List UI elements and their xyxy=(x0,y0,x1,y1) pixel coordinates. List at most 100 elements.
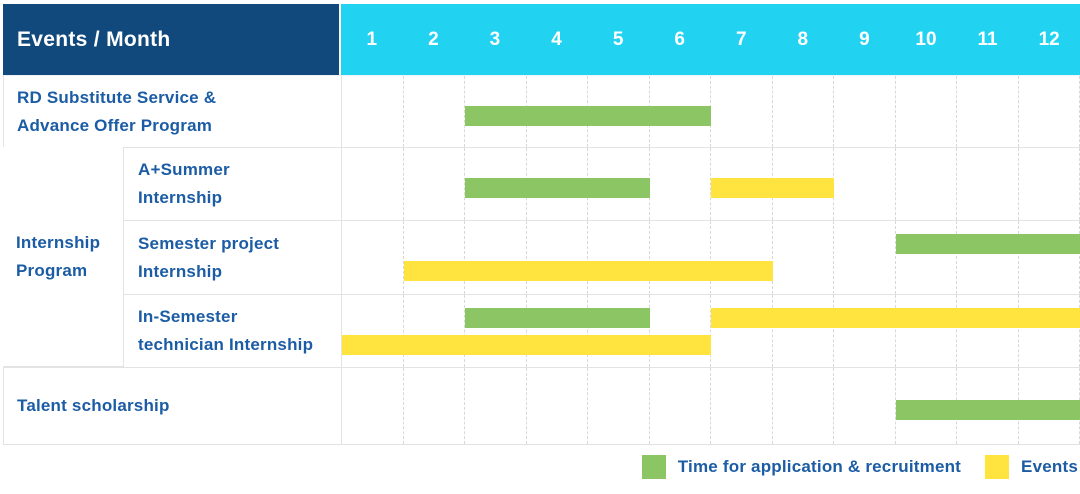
row-label-line: Talent scholarship xyxy=(17,396,170,415)
month-gridline-column xyxy=(342,76,404,147)
month-gridline-column xyxy=(1019,221,1080,294)
month-gridline-column xyxy=(834,148,896,220)
month-gridline-column xyxy=(896,295,957,367)
legend-label: Time for application & recruitment xyxy=(677,457,962,476)
month-gridline-column xyxy=(834,76,896,147)
event-bar xyxy=(711,308,1080,328)
month-gridline-column xyxy=(342,368,404,444)
month-gridline-column xyxy=(404,368,465,444)
legend-item-application: Time for application & recruitment xyxy=(641,455,962,479)
row-label-line: In-Semester xyxy=(138,307,238,326)
application-recruitment-bar xyxy=(895,400,1080,420)
month-gridline-column xyxy=(650,221,711,294)
month-gridline-column xyxy=(957,295,1019,367)
month-gridline-column xyxy=(711,76,773,147)
event-bar xyxy=(711,178,834,198)
month-gridline-column xyxy=(404,76,465,147)
month-gridline-column xyxy=(1019,76,1080,147)
month-gridline-column xyxy=(834,295,896,367)
month-gridline-column xyxy=(342,221,404,294)
month-gridline-column xyxy=(588,368,650,444)
row-chart xyxy=(341,295,1080,367)
month-label: 6 xyxy=(674,28,685,50)
application-recruitment-bar xyxy=(465,178,650,198)
month-gridline-column xyxy=(1019,148,1080,220)
header-title-cell: Events / Month xyxy=(3,4,339,75)
month-label: 3 xyxy=(489,28,501,50)
month-gridline-column xyxy=(342,148,404,220)
month-gridline-column xyxy=(773,76,834,147)
row-chart xyxy=(341,368,1080,444)
gantt-row: Semester project Internship xyxy=(4,221,1080,295)
month-gridline-column xyxy=(588,221,650,294)
row-chart xyxy=(341,221,1080,294)
month-gridline-column xyxy=(588,295,650,367)
month-label: 5 xyxy=(612,28,624,50)
group-cell-internship-program: Internship Program xyxy=(3,147,124,367)
row-label: A+Summer Internship xyxy=(125,148,341,220)
month-gridline-column xyxy=(342,295,404,367)
month-label: 4 xyxy=(551,28,562,50)
row-label: In-Semester technician Internship xyxy=(125,295,341,367)
month-gridline-column xyxy=(711,368,773,444)
page-title: Events / Month xyxy=(17,27,171,51)
legend-item-events: Events xyxy=(985,455,1078,479)
month-gridline-column xyxy=(1019,295,1080,367)
application-recruitment-bar xyxy=(465,308,650,328)
row-label-line: RD Substitute Service & xyxy=(17,87,217,107)
table-header: Events / Month 1 2 3 4 5 6 7 8 9 10 11 12 xyxy=(3,4,1080,75)
month-gridline-column xyxy=(896,221,957,294)
legend: Time for application & recruitment Event… xyxy=(641,455,1078,479)
group-label-line: Internship xyxy=(16,232,101,252)
event-bar xyxy=(403,261,773,281)
month-label: 10 xyxy=(915,28,937,50)
row-label-line: technician Internship xyxy=(138,335,314,354)
month-label: 2 xyxy=(428,28,439,50)
month-gridline-column xyxy=(650,148,711,220)
application-recruitment-swatch-icon xyxy=(641,455,666,479)
row-label: RD Substitute Service & Advance Offer Pro… xyxy=(4,76,341,147)
month-gridline-column xyxy=(773,221,834,294)
month-gridline-column xyxy=(404,295,465,367)
row-label-line: Internship xyxy=(138,188,223,207)
month-gridline-column xyxy=(834,221,896,294)
application-recruitment-bar xyxy=(465,105,711,126)
row-label: Semester project Internship xyxy=(125,221,341,294)
month-gridline-column xyxy=(957,76,1019,147)
month-label: 9 xyxy=(859,28,870,50)
month-gridline-column xyxy=(404,148,465,220)
row-label-line: Semester project xyxy=(138,233,280,253)
month-gridline-column xyxy=(957,221,1019,294)
month-gridline-column xyxy=(465,368,527,444)
gantt-row: RD Substitute Service & Advance Offer Pro… xyxy=(4,76,1080,148)
gantt-row: In-Semester technician Internship xyxy=(4,295,1080,368)
month-gridline-column xyxy=(527,295,588,367)
group-label-line: Program xyxy=(16,260,88,280)
legend-label: Events xyxy=(1021,457,1078,476)
month-label: 11 xyxy=(977,28,998,50)
month-label: 8 xyxy=(797,28,809,50)
row-chart xyxy=(341,148,1080,220)
month-gridline-column xyxy=(465,295,527,367)
month-gridline-column xyxy=(896,148,957,220)
month-label: 1 xyxy=(366,28,378,50)
gantt-rows: RD Substitute Service & Advance Offer Pro… xyxy=(3,75,1080,445)
month-gridline-column xyxy=(527,221,588,294)
row-chart xyxy=(341,76,1080,147)
month-gridline-column xyxy=(527,368,588,444)
event-bar xyxy=(342,335,711,355)
row-label-line: A+Summer xyxy=(138,160,230,179)
row-label-line: Advance Offer Program xyxy=(17,115,213,135)
month-gridline-column xyxy=(650,295,711,367)
month-gridline-column xyxy=(465,221,527,294)
gantt-row: Talent scholarship xyxy=(4,368,1080,445)
gantt-row: A+Summer Internship xyxy=(4,148,1080,221)
application-recruitment-bar xyxy=(895,234,1080,254)
events-swatch-icon xyxy=(985,455,1010,479)
row-label: Talent scholarship xyxy=(4,368,341,444)
month-gridline-column xyxy=(711,221,773,294)
month-gridline-column xyxy=(957,148,1019,220)
row-label-line: Internship xyxy=(138,261,223,281)
month-gridline-column xyxy=(650,368,711,444)
